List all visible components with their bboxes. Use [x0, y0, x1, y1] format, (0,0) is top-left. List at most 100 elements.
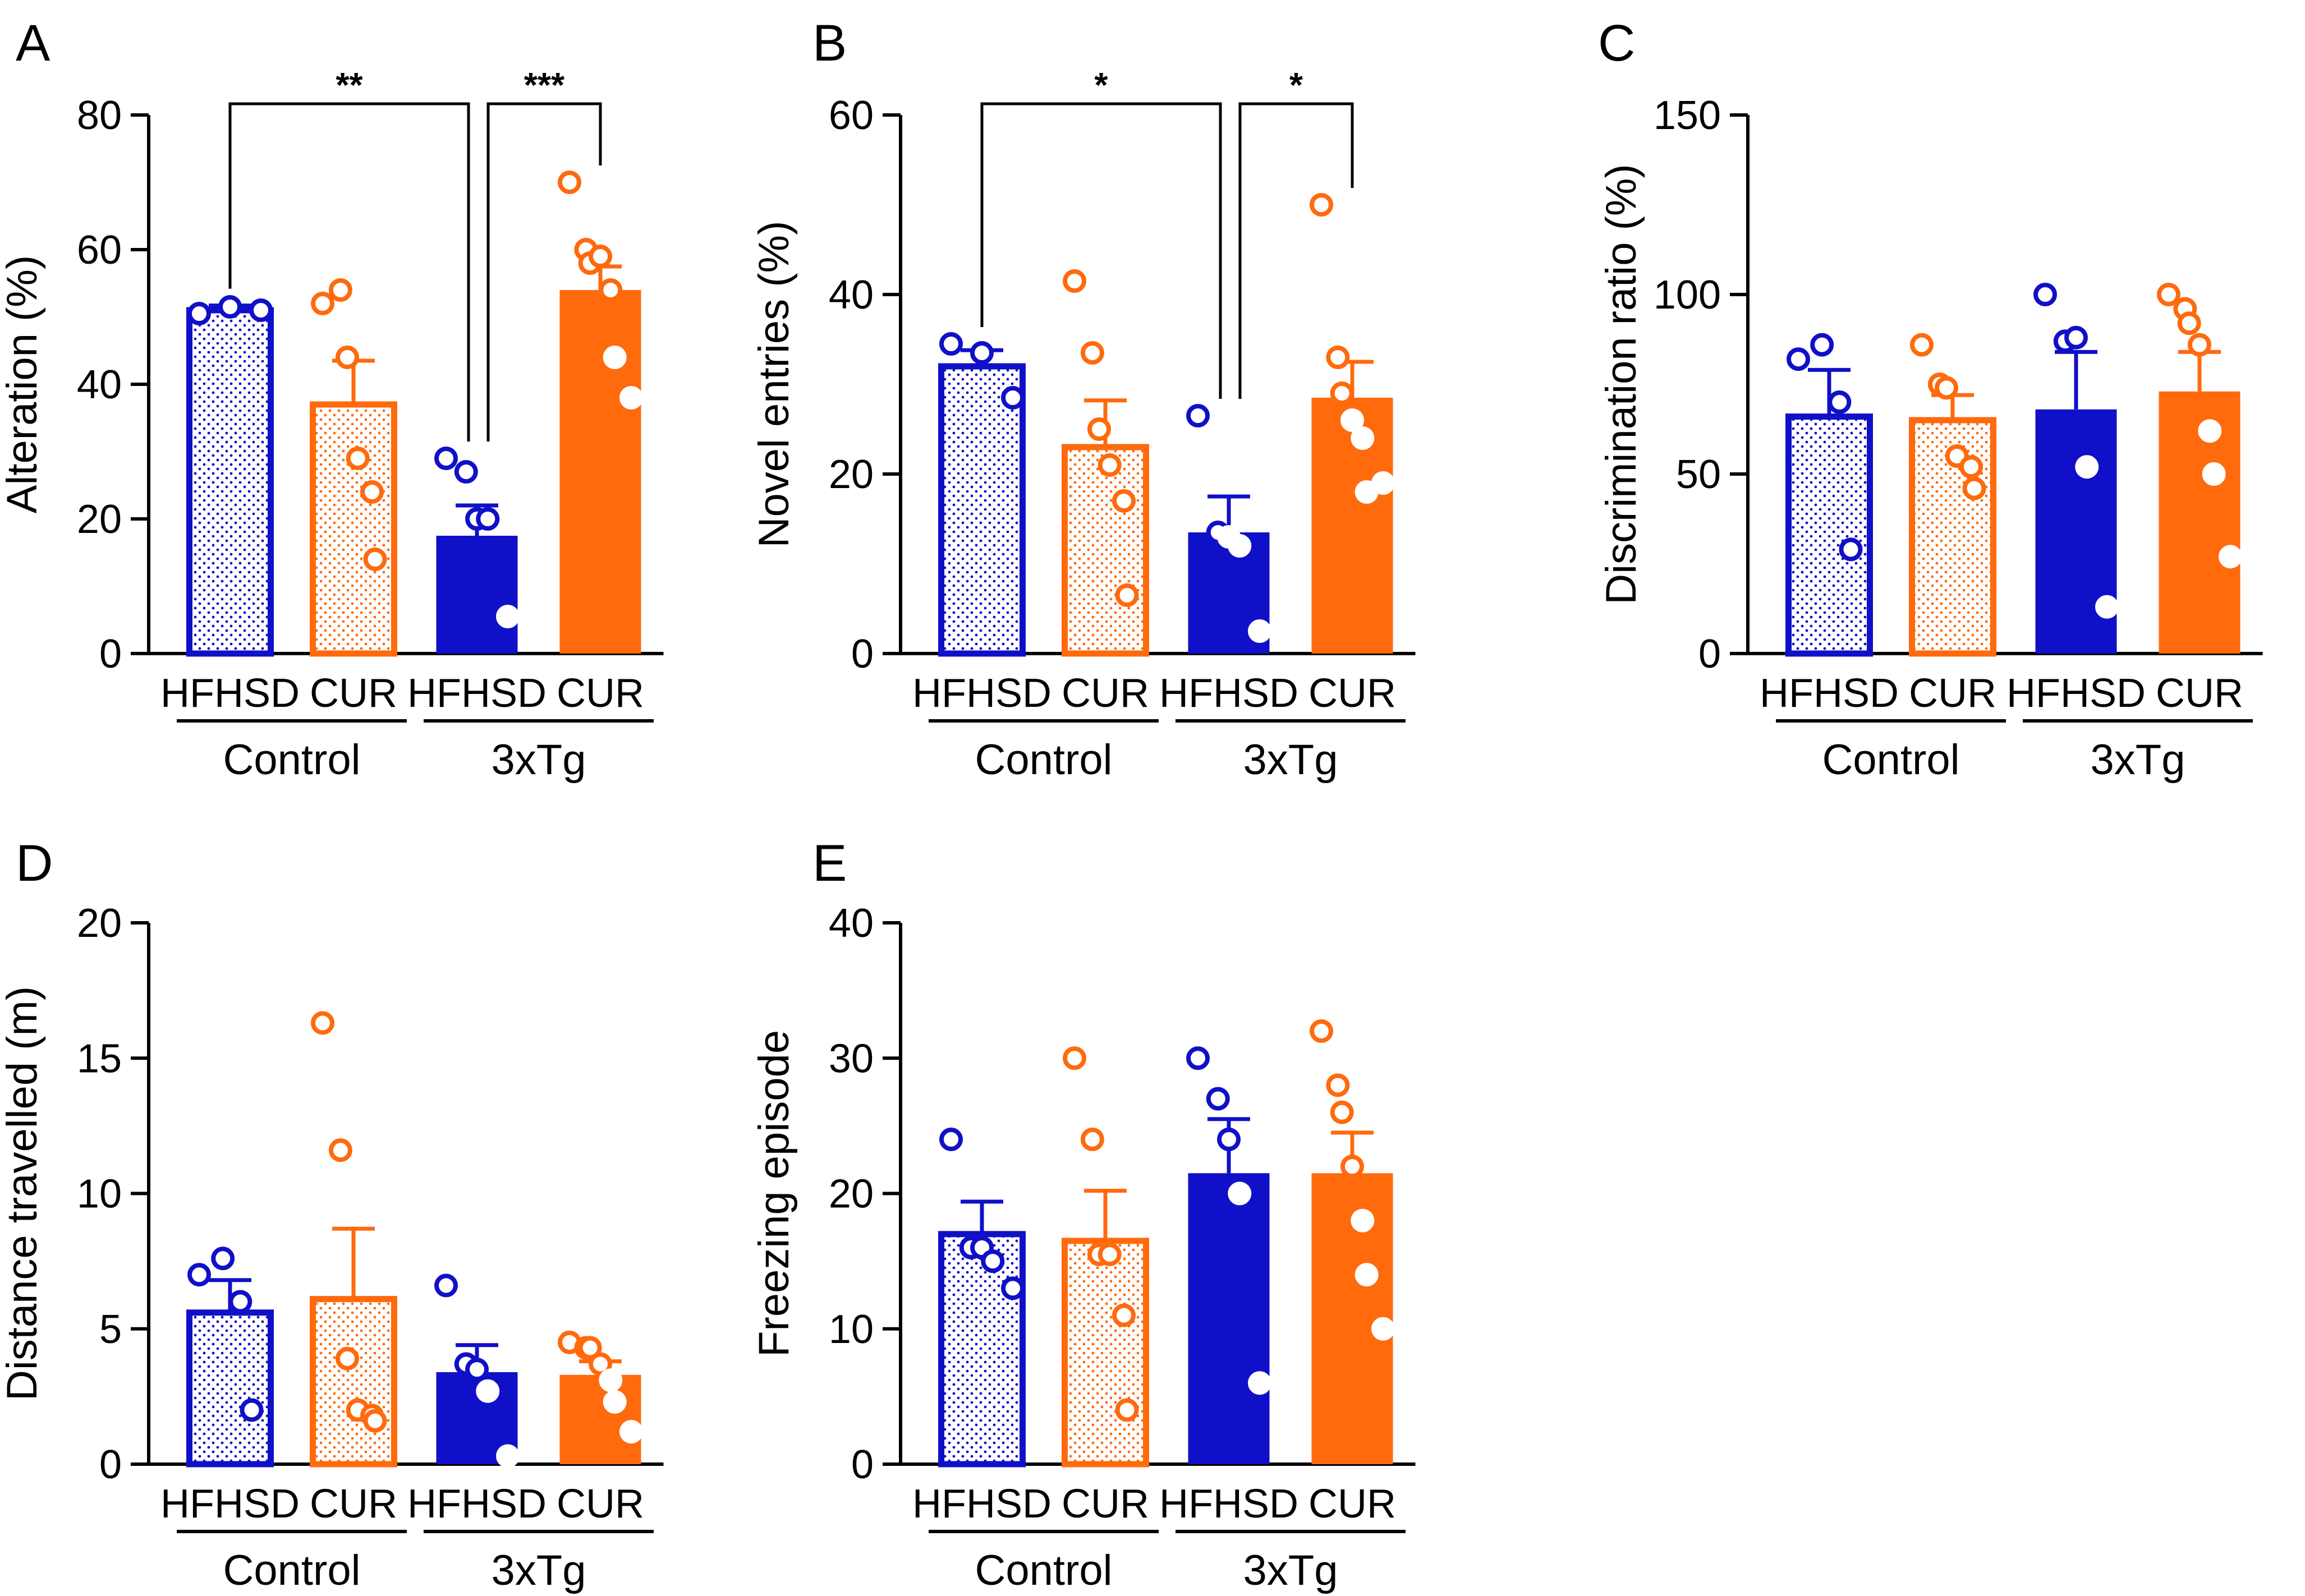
significance-label: * — [1094, 66, 1108, 105]
data-point — [578, 1336, 602, 1360]
data-point — [1310, 193, 1333, 217]
group-label: Control — [223, 1547, 361, 1594]
bar-group — [310, 1011, 397, 1468]
data-point — [1098, 453, 1122, 477]
data-point — [2198, 419, 2222, 443]
data-point — [1087, 417, 1111, 441]
y-tick-label: 40 — [829, 901, 874, 946]
data-point — [1186, 404, 1210, 427]
data-point — [218, 295, 242, 319]
data-point — [1962, 476, 1986, 500]
bar-group — [1310, 1019, 1395, 1464]
y-tick-label: 10 — [829, 1307, 874, 1352]
data-point — [2202, 462, 2226, 486]
bar — [436, 536, 518, 654]
data-point — [603, 1390, 627, 1414]
data-point — [939, 332, 963, 356]
group-label: 3xTg — [492, 1547, 586, 1594]
data-point — [187, 1263, 211, 1287]
bar — [938, 1231, 1026, 1468]
data-point — [1959, 455, 1983, 479]
y-tick-label: 40 — [829, 273, 874, 318]
data-point — [311, 1011, 334, 1035]
significance-bracket: * — [980, 66, 1222, 399]
significance-label: ** — [336, 66, 363, 105]
data-point — [1371, 1317, 1395, 1341]
data-point — [2219, 545, 2242, 569]
bracket-line — [228, 102, 470, 441]
bar — [1062, 444, 1149, 657]
category-label: HFHSD — [407, 671, 547, 716]
category-label: CUR — [1308, 671, 1396, 716]
data-point — [1186, 1046, 1210, 1070]
data-point — [603, 346, 627, 369]
bar-group — [1909, 333, 1996, 657]
data-point — [1115, 1398, 1139, 1422]
data-point — [2064, 325, 2088, 349]
y-tick-label: 5 — [99, 1307, 122, 1352]
y-tick-label: 20 — [77, 497, 122, 542]
data-point — [1112, 1303, 1136, 1327]
data-point — [328, 1138, 352, 1162]
data-point — [1001, 1276, 1025, 1300]
category-label: CUR — [310, 671, 397, 716]
y-tick-label: 10 — [77, 1172, 122, 1217]
data-point — [465, 1358, 489, 1382]
group-label: 3xTg — [1243, 736, 1338, 784]
data-point — [1080, 341, 1104, 365]
data-point — [2033, 283, 2057, 306]
bar-group — [558, 171, 643, 654]
group-label: 3xTg — [492, 736, 586, 784]
data-point — [1351, 426, 1375, 450]
data-point — [187, 302, 211, 325]
bar — [559, 290, 641, 654]
significance-bracket: *** — [486, 66, 602, 441]
bar-group — [558, 1330, 643, 1464]
bar — [938, 363, 1026, 657]
data-point — [2075, 455, 2099, 479]
bar-group — [938, 1128, 1026, 1468]
category-label: HFHSD — [912, 671, 1052, 716]
y-axis-label: Discrimination ratio (%) — [1597, 164, 1645, 605]
bar — [559, 1374, 641, 1464]
panel-letter: E — [812, 835, 847, 892]
data-point — [1248, 619, 1271, 643]
group-label: Control — [1822, 736, 1960, 784]
significance-bracket: ** — [228, 66, 470, 441]
bar — [1188, 1173, 1270, 1464]
data-point — [589, 1352, 612, 1376]
data-point — [1228, 1181, 1252, 1206]
data-point — [363, 1409, 387, 1433]
y-tick-label: 0 — [851, 1442, 874, 1487]
data-point — [240, 1398, 264, 1422]
data-point — [619, 386, 643, 410]
data-point — [454, 460, 478, 484]
category-label: CUR — [557, 671, 644, 716]
category-label: CUR — [1308, 1482, 1396, 1526]
bar — [186, 307, 274, 657]
data-point — [1330, 1100, 1354, 1124]
data-point — [496, 605, 520, 628]
category-label: CUR — [1909, 671, 1996, 716]
data-point — [619, 1420, 643, 1444]
data-point — [1063, 1046, 1086, 1070]
y-tick-label: 60 — [829, 93, 874, 138]
category-label: CUR — [1062, 671, 1149, 716]
y-axis-label: Freezing episode — [750, 1030, 798, 1357]
panel-letter: D — [16, 835, 53, 892]
data-point — [1810, 333, 1834, 357]
data-point — [1340, 1155, 1364, 1179]
bar-group — [310, 278, 397, 657]
y-tick-label: 20 — [829, 452, 874, 497]
bar-group — [1310, 193, 1395, 654]
bracket-line — [486, 102, 602, 441]
y-tick-label: 0 — [851, 632, 874, 677]
bar — [186, 1309, 274, 1468]
data-point — [981, 1249, 1005, 1273]
data-point — [336, 346, 359, 369]
data-point — [1228, 534, 1252, 558]
group-label: Control — [975, 736, 1113, 784]
